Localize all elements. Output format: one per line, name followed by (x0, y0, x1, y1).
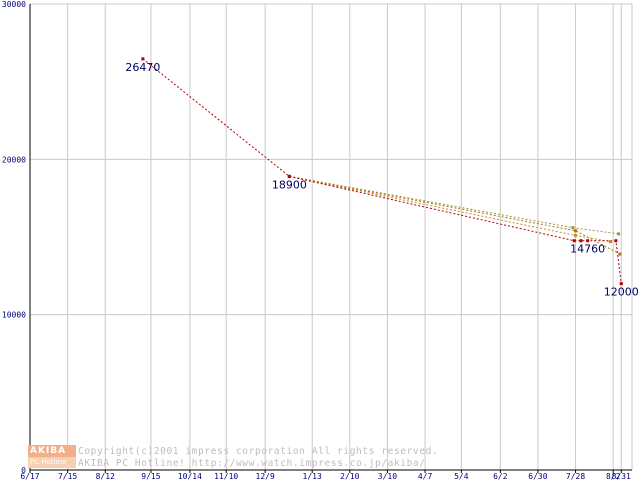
data-point-1 (614, 239, 618, 243)
x-tick-label: 8/31 (612, 472, 631, 480)
axes (29, 4, 632, 473)
x-tick-label: 6/2 (493, 472, 508, 480)
series-line-3 (289, 175, 621, 255)
x-tick-label: 2/10 (340, 472, 359, 480)
copyright-text: Copyright(c)2001 impress corporation All… (78, 446, 439, 457)
x-tick-label: 6/17 (20, 472, 39, 480)
data-labels: 26470 18900 14760 12000 (125, 61, 638, 299)
y-tick-label: 0 (21, 466, 26, 475)
x-tick-label: 10/14 (178, 472, 202, 480)
series-line-4 (289, 175, 619, 235)
x-tick-label: 3/10 (378, 472, 397, 480)
logo-bottom-text: PC Hotline (28, 457, 76, 468)
grid-lines (30, 3, 633, 470)
data-point-1 (579, 239, 583, 243)
x-tick-label: 6/30 (528, 472, 547, 480)
data-point-3 (618, 252, 622, 256)
y-tick-label: 20000 (2, 155, 26, 164)
series-group (142, 58, 622, 284)
y-tick-label: 30000 (2, 0, 26, 9)
y-tick-labels: 0 10000 20000 30000 (2, 0, 26, 475)
data-point-2 (574, 233, 578, 237)
data-point-1 (619, 282, 623, 286)
data-point-2 (609, 240, 612, 244)
x-tick-label: 8/12 (96, 472, 115, 480)
data-point-1 (287, 174, 291, 178)
x-tick-label: 11/10 (214, 472, 238, 480)
x-tick-labels: 6/17 7/15 8/12 9/15 10/14 11/10 12/9 1/13 2/10 3/… (20, 472, 631, 480)
series-line-1 (142, 58, 622, 284)
data-point-3 (574, 229, 578, 233)
data-label: 26470 (125, 61, 160, 74)
x-tick-label: 12/9 (256, 472, 275, 480)
data-point-1 (141, 57, 145, 61)
y-tick-label: 10000 (2, 311, 26, 320)
x-tick-label: 7/15 (58, 472, 77, 480)
data-point-1 (572, 239, 576, 243)
series-line-2 (289, 175, 611, 243)
x-tick-label: 8/2 (606, 472, 621, 480)
data-point-1 (586, 239, 590, 243)
hotline-url-text: AKIBA PC Hotline! http://www.watch.impre… (78, 458, 426, 469)
logo-top-text: AKIBA (28, 445, 76, 457)
data-label: 18900 (272, 178, 307, 191)
data-label: 12000 (604, 286, 639, 299)
data-point-4 (617, 232, 621, 236)
x-tick-label: 7/28 (566, 472, 585, 480)
x-tick-label: 4/7 (418, 472, 433, 480)
x-tick-label: 5/4 (454, 472, 469, 480)
akiba-logo: AKIBA PC Hotline (28, 445, 76, 468)
data-points (141, 57, 623, 286)
x-tick-label: 1/13 (303, 472, 322, 480)
data-label: 14760 (570, 243, 605, 256)
data-point-4 (571, 226, 575, 230)
x-tick-label: 9/15 (141, 472, 160, 480)
